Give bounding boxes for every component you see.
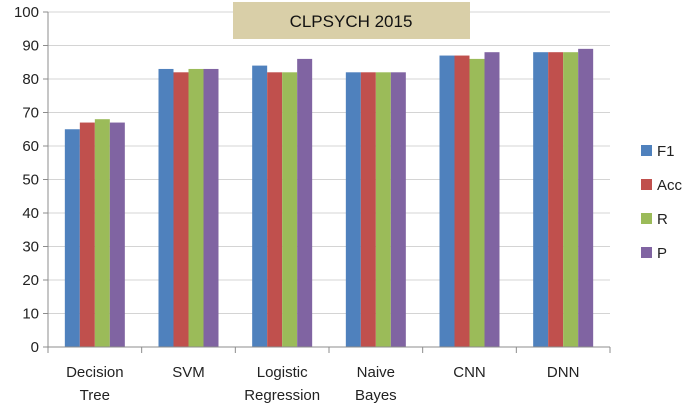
bar-r-logistic-regression (282, 72, 298, 348)
y-tick-label: 50 (22, 172, 39, 189)
chart-title: CLPSYCH 2015 (233, 2, 470, 39)
y-tick-label: 80 (22, 71, 39, 88)
bar-f1-cnn (439, 55, 455, 348)
bar-p-svm (203, 68, 219, 347)
bars (64, 48, 594, 348)
x-category-label: Tree (80, 387, 110, 404)
y-tick-label: 70 (22, 105, 39, 122)
y-axis-ticks: 0 10 20 30 40 50 60 70 80 90 100 (14, 4, 49, 356)
bar-acc-dnn (548, 52, 564, 347)
bar-f1-logistic-regression (252, 65, 268, 347)
gridlines (48, 11, 610, 348)
bar-p-naive-bayes (390, 72, 406, 348)
bar-acc-naive-bayes (360, 72, 376, 348)
chart-title-box (233, 2, 470, 39)
bar-p-dnn (578, 48, 594, 347)
bar-p-decision-tree (109, 122, 125, 347)
legend-swatch-f1 (641, 145, 652, 156)
legend-label-r: R (657, 211, 668, 228)
bar-p-logistic-regression (297, 58, 313, 348)
x-axis-category-labels: Decision Tree SVM Logistic Regression Naive Ba… (66, 364, 579, 404)
legend-swatch-acc (641, 179, 652, 190)
bar-r-naive-bayes (375, 72, 391, 348)
x-category-label: SVM (172, 364, 205, 381)
y-tick-label: 30 (22, 239, 39, 256)
x-category-label: Decision (66, 364, 124, 381)
legend-swatch-r (641, 213, 652, 224)
y-tick-label: 40 (22, 205, 39, 222)
y-tick-label: 20 (22, 272, 39, 289)
x-category-label: Naive (357, 364, 395, 381)
bar-f1-dnn (533, 52, 549, 347)
bar-f1-naive-bayes (345, 72, 361, 348)
bar-p-cnn (484, 52, 500, 347)
legend-label-p: P (657, 245, 667, 262)
x-category-label: Bayes (355, 387, 397, 404)
bar-acc-cnn (454, 55, 470, 348)
legend-label-acc: Acc (657, 177, 683, 194)
x-category-label: Logistic (257, 364, 308, 381)
bar-acc-svm (173, 72, 189, 348)
x-axis (47, 346, 611, 353)
bar-acc-logistic-regression (267, 72, 283, 348)
y-tick-label: 90 (22, 38, 39, 55)
bar-r-dnn (563, 52, 579, 347)
x-category-label: Regression (244, 387, 320, 404)
y-tick-label: 10 (22, 306, 39, 323)
bar-r-cnn (469, 58, 485, 348)
legend-label-f1: F1 (657, 143, 675, 160)
y-tick-label: 60 (22, 138, 39, 155)
legend: F1 Acc RP (641, 143, 683, 262)
bar-r-svm (188, 68, 204, 347)
legend-swatch-p (641, 247, 652, 258)
bar-r-decision-tree (94, 119, 110, 347)
x-category-label: DNN (547, 364, 580, 381)
bar-acc-decision-tree (79, 122, 95, 347)
x-category-label: CNN (453, 364, 486, 381)
y-tick-label: 0 (31, 339, 39, 356)
bar-f1-decision-tree (64, 129, 80, 347)
y-tick-label: 100 (14, 4, 39, 21)
bar-f1-svm (158, 68, 174, 347)
chart-title-text: CLPSYCH 2015 (290, 12, 413, 31)
